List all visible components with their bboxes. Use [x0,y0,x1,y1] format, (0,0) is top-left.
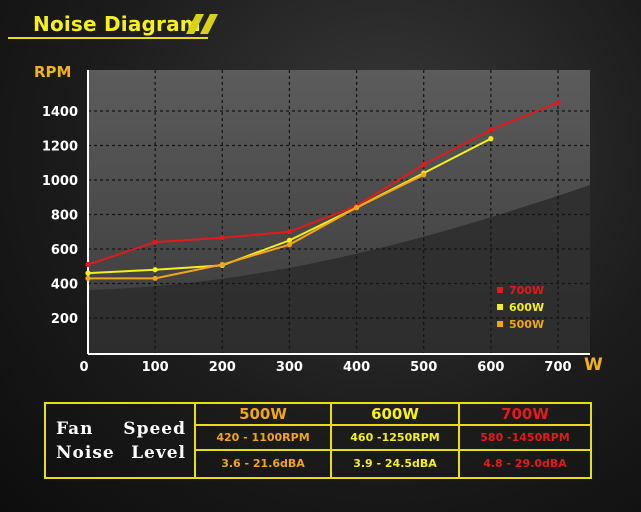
legend-swatch [497,321,503,327]
noise-level-value: 3.6 - 21.6dBA [221,457,305,470]
legend-label: 600W [509,301,544,314]
grid-lines [88,70,590,354]
data-point-500w [421,172,427,178]
data-point-700w [488,127,494,133]
y-tick-labels: 200 400 600 800 1000 1200 1400 [42,105,78,327]
x-tick-label: 300 [276,360,303,375]
data-point-500w [152,275,158,281]
data-point-700w [421,161,427,168]
x-tick-labels: 0 100 200 300 400 500 600 700 [79,360,571,375]
data-point-600w [488,136,494,142]
legend: 700W 600W 500W [497,284,544,331]
data-point-600w [152,267,158,273]
x-tick-label: 100 [142,360,169,375]
data-point-700w [152,239,158,245]
x-tick-label: 200 [209,360,236,375]
data-point-600w [85,270,91,276]
noise-level-value: 3.9 - 24.5dBA [353,457,437,470]
series-line-700w [87,101,559,266]
fan-speed-value: 460 -1250RPM [332,426,458,451]
title-stripes-decoration [186,14,218,34]
model-header: 600W [332,404,458,426]
legend-swatch [497,304,503,310]
noise-chart: 0 100 200 300 400 500 600 700 200 400 600 800 1000 1… [34,63,603,375]
x-axis-label: W [584,355,603,375]
noise-level-label: Noise Level [56,443,186,463]
column-divider [458,404,460,477]
legend-label: 700W [509,284,544,297]
x-tick-label: 700 [544,360,571,375]
legend-label: 500W [509,318,544,331]
model-header: 700W [460,404,590,426]
series-lines [85,99,561,281]
data-point-600w [286,237,293,243]
specs-column-600w: 600W 460 -1250RPM 3.9 - 24.5dBA [332,404,458,477]
data-point-500w [219,261,225,268]
data-point-500w [353,205,360,211]
noise-level-value: 4.8 - 29.0dBA [483,457,567,470]
specs-column-500w: 500W 420 - 1100RPM 3.6 - 21.6dBA [196,404,330,477]
y-tick-label: 800 [51,209,78,224]
data-point-700w [555,99,561,105]
plot-shadow-band [88,185,590,354]
y-tick-label: 200 [51,312,78,327]
y-tick-label: 400 [51,278,78,293]
y-tick-label: 600 [51,243,78,258]
data-point-700w [85,261,91,268]
specs-table: Fan Speed Noise Level 500W 420 - 1100RPM… [44,402,592,479]
fan-speed-value: 420 - 1100RPM [196,426,330,451]
column-divider [330,404,332,477]
x-tick-label: 500 [410,360,437,375]
x-tick-label: 0 [79,360,88,375]
data-point-500w [85,275,91,281]
data-point-700w [286,229,293,235]
x-tick-label: 400 [343,360,370,375]
x-tick-label: 600 [477,360,504,375]
y-tick-label: 1400 [42,105,78,120]
y-tick-label: 1200 [42,140,78,155]
specs-column-700w: 700W 580 -1450RPM 4.8 - 29.0dBA [460,404,590,477]
page-title: Noise Diagram [33,12,201,36]
legend-swatch [497,287,503,293]
series-line-500w [88,173,425,280]
fan-speed-value: 580 -1450RPM [460,426,590,451]
data-point-500w [286,242,293,248]
title-underline [8,37,208,39]
y-tick-label: 1000 [42,174,78,189]
fan-speed-label: Fan Speed [56,419,186,439]
data-point-700w [219,235,225,241]
specs-row-labels: Fan Speed Noise Level [46,404,196,477]
y-axis-label: RPM [34,63,71,81]
model-header: 500W [196,404,330,426]
